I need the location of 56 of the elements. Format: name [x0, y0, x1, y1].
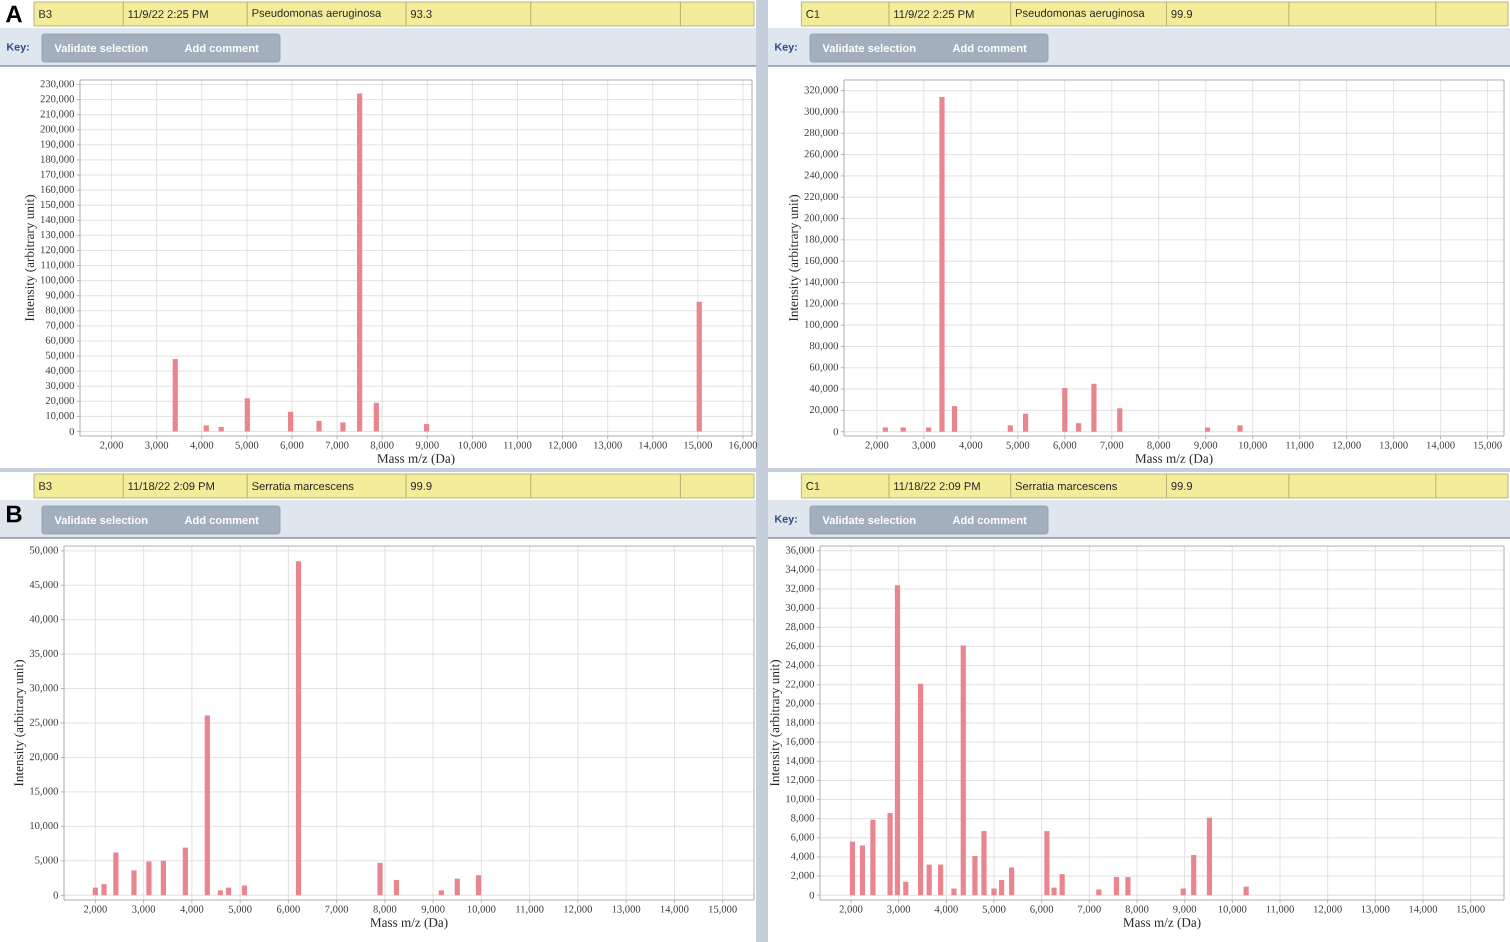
bar: [203, 425, 209, 432]
bar: [1206, 817, 1213, 896]
bar: [991, 888, 997, 896]
bar: [1044, 831, 1050, 896]
bar: [316, 420, 322, 432]
bar: [438, 890, 444, 896]
bar: [475, 875, 482, 896]
bar: [225, 887, 232, 896]
bar: [951, 406, 958, 432]
bar: [1237, 425, 1243, 432]
bar: [393, 880, 400, 896]
bar: [217, 890, 223, 896]
bar: [1113, 877, 1120, 896]
bar: [849, 841, 856, 896]
bar: [859, 845, 866, 896]
bar: [938, 864, 944, 896]
bar: [160, 860, 166, 896]
bar: [204, 715, 210, 896]
bar: [113, 852, 119, 896]
bar: [182, 847, 188, 896]
bar: [999, 879, 1005, 896]
bar: [1062, 388, 1068, 432]
bar: [424, 423, 430, 432]
bar: [340, 422, 346, 432]
bar: [939, 97, 945, 432]
bar: [1076, 423, 1082, 432]
bar: [1191, 855, 1197, 896]
bar: [1091, 383, 1097, 432]
bar: [1007, 425, 1013, 432]
bar: [131, 870, 137, 896]
bar: [1117, 408, 1123, 432]
bar: [696, 301, 702, 432]
bar: [295, 561, 302, 896]
bar: [1096, 889, 1102, 896]
chart-title: B: [6, 505, 22, 523]
bar: [454, 878, 460, 896]
bar: [244, 398, 250, 432]
bar: [357, 93, 363, 432]
bar: [172, 359, 178, 432]
bar: [926, 864, 932, 896]
bar: [1009, 867, 1015, 896]
bar: [960, 645, 966, 896]
bar: [1059, 874, 1065, 896]
bar: [377, 862, 383, 896]
bar: [951, 888, 957, 896]
bar: [146, 861, 152, 896]
bar: [241, 885, 248, 896]
bar: [288, 411, 294, 432]
bar: [870, 819, 876, 896]
bar: [894, 585, 901, 896]
bar: [101, 884, 107, 896]
bar: [373, 402, 379, 432]
bar: [917, 683, 924, 896]
bar: [1125, 877, 1131, 896]
chart-title: A: [5, 5, 23, 23]
bar: [1022, 413, 1029, 432]
